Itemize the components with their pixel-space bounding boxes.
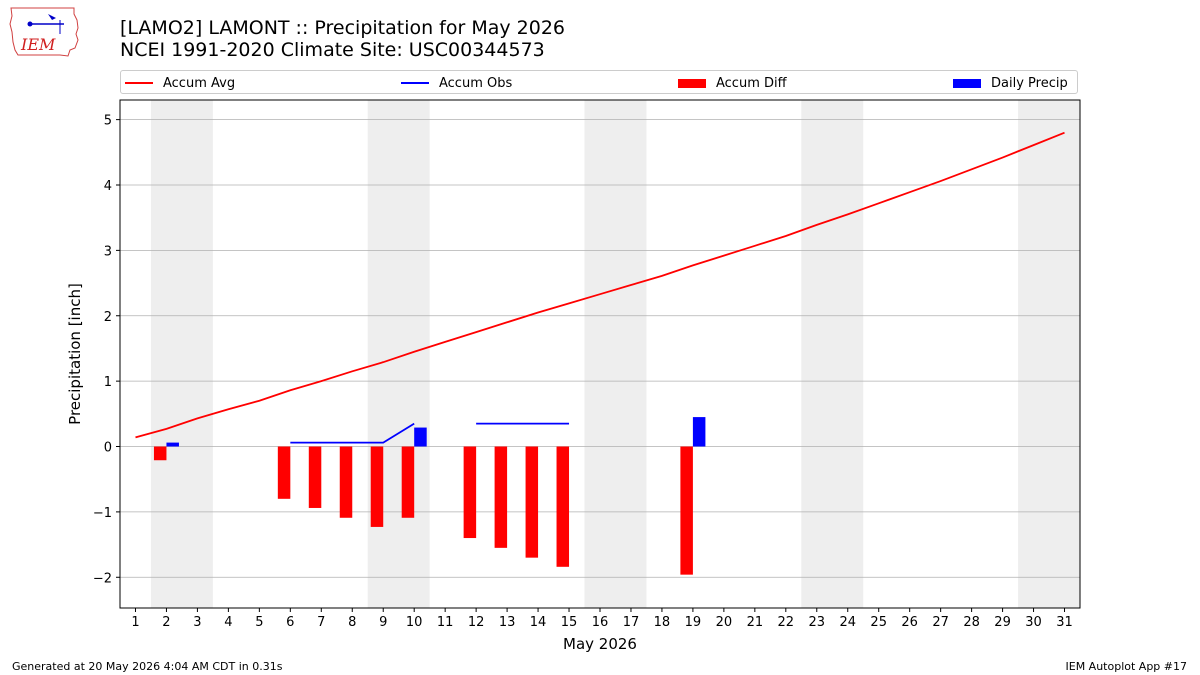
legend-label-daily-precip: Daily Precip (991, 75, 1068, 91)
accum-diff-bar (525, 446, 539, 558)
iem-logo: IEM (9, 7, 79, 57)
y-axis-label: Precipitation [inch] (66, 283, 84, 425)
x-tick-label: 2 (162, 615, 170, 630)
accum-diff-bar (370, 446, 384, 527)
x-tick-label: 17 (623, 615, 640, 630)
legend-label-accum-diff: Accum Diff (716, 75, 787, 91)
accum-diff-bar (339, 446, 353, 518)
accum-diff-bar (308, 446, 322, 508)
x-tick-label: 5 (255, 615, 263, 630)
x-tick-label: 13 (499, 615, 516, 630)
y-tick-label: 3 (104, 244, 112, 259)
app-credit: IEM Autoplot App #17 (1065, 660, 1188, 673)
y-tick-label: 4 (104, 179, 112, 194)
x-tick-label: 29 (994, 615, 1011, 630)
x-tick-label: 9 (379, 615, 387, 630)
x-tick-label: 7 (317, 615, 325, 630)
x-tick-label: 4 (224, 615, 232, 630)
weekend-band-0 (150, 100, 213, 608)
y-tick-label: 1 (104, 375, 112, 390)
legend-swatch-daily-precip (953, 78, 981, 88)
weekend-band-2 (584, 100, 647, 608)
x-tick-label: 26 (901, 615, 918, 630)
x-tick-label: 12 (468, 615, 485, 630)
legend-swatch-accum-obs (401, 82, 429, 84)
x-tick-label: 1 (131, 615, 139, 630)
x-tick-label: 21 (747, 615, 764, 630)
y-tick-label: 0 (104, 441, 112, 456)
x-tick-label: 20 (716, 615, 733, 630)
legend-item-accum-avg: Accum Avg (125, 74, 235, 92)
legend-item-accum-diff: Accum Diff (678, 74, 787, 92)
x-tick-label: 14 (530, 615, 547, 630)
x-tick-label: 15 (561, 615, 578, 630)
legend-swatch-accum-diff (678, 78, 706, 88)
generated-timestamp: Generated at 20 May 2026 4:04 AM CDT in … (12, 660, 283, 673)
x-tick-label: 28 (963, 615, 980, 630)
accum-obs-line (290, 422, 415, 444)
legend-item-daily-precip: Daily Precip (953, 74, 1068, 92)
weekend-band-3 (801, 100, 864, 608)
accum-diff-bar (401, 446, 415, 518)
y-tick-label: −2 (93, 571, 112, 586)
x-tick-label: 27 (932, 615, 949, 630)
daily-precip-bar (692, 417, 706, 447)
x-tick-label: 18 (654, 615, 671, 630)
accum-diff-bar (463, 446, 477, 539)
legend: Accum Avg Accum Obs Accum Diff Daily Pre… (120, 70, 1078, 94)
x-tick-label: 25 (870, 615, 887, 630)
y-tick-label: 5 (104, 114, 112, 129)
chart-title: [LAMO2] LAMONT :: Precipitation for May … (120, 17, 566, 39)
legend-swatch-accum-avg (125, 82, 153, 84)
x-tick-label: 10 (406, 615, 423, 630)
chart-subtitle: NCEI 1991-2020 Climate Site: USC00344573 (120, 39, 545, 61)
x-tick-label: 22 (778, 615, 795, 630)
weekend-band-4 (1018, 100, 1080, 608)
weekend-band-1 (367, 100, 430, 608)
x-tick-label: 23 (809, 615, 826, 630)
accum-diff-bar (494, 446, 508, 548)
legend-label-accum-avg: Accum Avg (163, 75, 236, 91)
x-tick-label: 30 (1025, 615, 1042, 630)
iowa-outline-shape (9, 7, 79, 57)
x-tick-label: 19 (685, 615, 702, 630)
accum-diff-bar (153, 446, 167, 461)
daily-precip-bar (166, 442, 179, 447)
x-tick-label: 31 (1056, 615, 1073, 630)
x-tick-label: 8 (348, 615, 356, 630)
x-tick-label: 11 (437, 615, 454, 630)
x-tick-label: 6 (286, 615, 294, 630)
x-axis-label: May 2026 (563, 635, 637, 653)
legend-label-accum-obs: Accum Obs (439, 75, 513, 91)
accum-diff-bar (680, 446, 693, 575)
accum-diff-bar (556, 446, 570, 567)
y-tick-label: 2 (104, 310, 112, 325)
daily-precip-bar (414, 427, 427, 447)
accum-avg-line (135, 131, 1065, 439)
accum-diff-bar (277, 446, 291, 499)
x-tick-label: 16 (592, 615, 609, 630)
y-tick-label: −1 (93, 506, 112, 521)
logo-text: IEM (20, 35, 56, 54)
x-tick-label: 24 (839, 615, 856, 630)
legend-item-accum-obs: Accum Obs (401, 74, 512, 92)
x-tick-label: 3 (193, 615, 201, 630)
